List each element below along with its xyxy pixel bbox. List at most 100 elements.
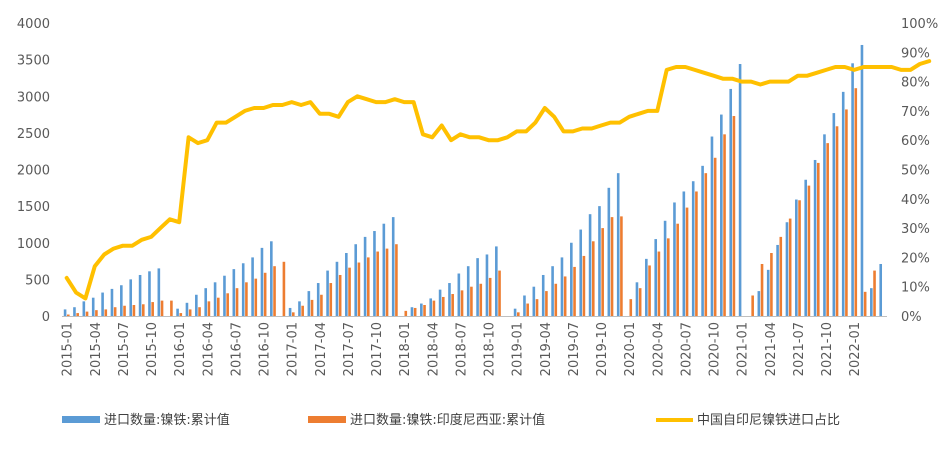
bar-indonesia [573, 266, 576, 316]
x-tick-label: 2016-10 [258, 322, 273, 376]
bar-total [879, 263, 883, 316]
bar-indonesia [723, 134, 726, 316]
bar-indonesia [498, 270, 501, 316]
bar-total [654, 239, 658, 316]
bar-indonesia [460, 290, 464, 316]
bar-total [129, 279, 133, 316]
bar-total [738, 64, 742, 317]
legend-item-indonesia: 进口数量:镍铁:印度尼西亚:累计值 [308, 412, 545, 428]
bar-indonesia [282, 261, 286, 316]
bar-indonesia [85, 311, 89, 316]
bar-total [345, 253, 348, 316]
bar-total [551, 266, 554, 316]
bar-indonesia [610, 217, 614, 316]
bar-indonesia [216, 297, 220, 316]
bar-indonesia [366, 257, 370, 316]
legend-label-share: 中国自印尼镍铁进口占比 [697, 413, 840, 428]
x-tick-label: 2019-10 [595, 322, 610, 376]
bar-indonesia [245, 282, 248, 316]
bar-total [476, 258, 479, 316]
left-tick-label: 1000 [17, 237, 50, 252]
bar-total [382, 223, 386, 316]
bar-indonesia [779, 236, 783, 316]
bar-total [363, 236, 367, 316]
bar-total [410, 307, 414, 316]
bar-indonesia [835, 126, 839, 316]
bar-total [91, 297, 95, 316]
bar-indonesia [198, 307, 201, 316]
bar-indonesia [395, 244, 398, 316]
bar-total [326, 270, 329, 316]
left-tick-label: 500 [25, 273, 50, 288]
bar-indonesia [151, 302, 154, 316]
bar-total [720, 114, 723, 316]
bar-indonesia [170, 300, 173, 316]
bar-indonesia [479, 283, 483, 316]
bar-total [148, 271, 151, 316]
left-tick-label: 3500 [17, 54, 50, 69]
left-tick-label: 1500 [17, 200, 50, 215]
bar-indonesia [563, 276, 567, 316]
x-tick-label: 2015-04 [89, 322, 104, 376]
bar-indonesia [535, 299, 539, 316]
bar-indonesia [226, 293, 229, 316]
legend-label-indonesia: 进口数量:镍铁:印度尼西亚:累计值 [350, 412, 545, 428]
x-tick-label: 2015-01 [61, 322, 76, 376]
bar-total [841, 91, 845, 316]
bar-indonesia [338, 274, 342, 316]
bar-indonesia [601, 228, 604, 316]
x-tick-label: 2017-01 [286, 322, 301, 376]
bar-indonesia [788, 218, 792, 316]
left-tick-label: 0 [42, 310, 50, 325]
bar-indonesia [732, 116, 736, 316]
right-tick-label: 0% [901, 310, 922, 325]
bar-total [766, 269, 770, 316]
bar-indonesia [648, 265, 651, 316]
right-tick-label: 50% [901, 164, 930, 179]
bar-indonesia [816, 162, 820, 316]
x-tick-label: 2015-07 [117, 322, 132, 376]
series-total-bars [63, 44, 883, 317]
bar-indonesia [385, 248, 389, 316]
bar-total [120, 285, 123, 316]
bar-total [438, 289, 442, 316]
bar-indonesia [770, 253, 773, 316]
x-tick-label: 2019-04 [539, 322, 554, 376]
bar-total [73, 307, 76, 316]
bar-total [635, 282, 639, 316]
bar-indonesia [357, 262, 361, 316]
bar-total [298, 301, 301, 316]
series-indonesia-bars [66, 88, 876, 316]
bar-indonesia [441, 296, 445, 316]
bar-total [598, 206, 601, 316]
right-tick-label: 10% [901, 281, 930, 296]
x-tick-label: 2018-04 [426, 322, 441, 376]
bar-indonesia [179, 313, 183, 316]
bar-total [823, 134, 826, 316]
bar-indonesia [451, 294, 454, 316]
bar-indonesia [704, 173, 708, 316]
bar-total [63, 309, 67, 316]
left-tick-label: 3000 [17, 90, 50, 105]
bar-total [185, 302, 189, 316]
x-tick-label: 2017-04 [314, 322, 329, 376]
bar-indonesia [66, 314, 70, 316]
bar-total [195, 294, 198, 316]
bar-indonesia [760, 263, 764, 316]
bar-total [391, 217, 395, 316]
bar-indonesia [582, 255, 586, 316]
bar-total [588, 214, 592, 316]
bar-indonesia [657, 251, 661, 316]
x-tick-label: 2017-07 [342, 322, 357, 376]
bar-total [607, 187, 611, 316]
bar-indonesia [235, 288, 239, 316]
bar-total [495, 246, 498, 316]
x-tick-label: 2020-04 [651, 322, 666, 376]
x-tick-label: 2016-07 [229, 322, 244, 376]
bar-total [485, 254, 489, 316]
x-tick-label: 2017-10 [370, 322, 385, 376]
x-tick-label: 2021-04 [764, 322, 779, 376]
bar-total [832, 113, 836, 316]
bar-total [354, 244, 358, 316]
bar-total [373, 231, 376, 316]
